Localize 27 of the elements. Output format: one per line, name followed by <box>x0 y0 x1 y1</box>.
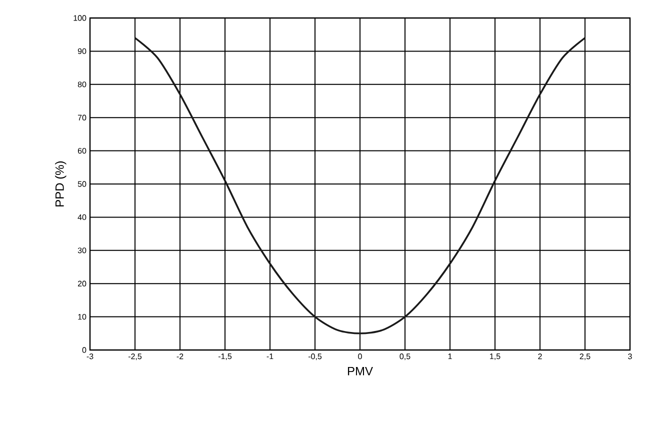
y-axis-title: PPD (%) <box>55 161 66 206</box>
x-tick-label: 2,5 <box>580 354 590 360</box>
x-tick-label: 0,5 <box>400 354 410 360</box>
x-tick-label: 3 <box>628 354 632 360</box>
y-tick-label: 40 <box>78 214 86 220</box>
x-tick-label: -3 <box>86 354 94 360</box>
x-tick-label: -1,5 <box>218 354 232 360</box>
y-tick-label: 80 <box>78 82 86 88</box>
x-tick-label: -1 <box>266 354 274 360</box>
x-tick-label: 0 <box>358 354 362 360</box>
x-tick-label: 1,5 <box>490 354 500 360</box>
y-tick-label: 30 <box>78 248 86 254</box>
x-tick-label: -2,5 <box>128 354 142 360</box>
y-tick-label: 70 <box>78 114 86 120</box>
x-tick-label: 2 <box>538 354 542 360</box>
y-tick-label: 20 <box>78 280 86 286</box>
y-tick-label: 0 <box>82 347 86 353</box>
y-tick-label: 10 <box>78 314 86 320</box>
y-tick-label: 100 <box>74 15 86 21</box>
line-series <box>134 37 586 334</box>
y-tick-label: 50 <box>78 181 86 187</box>
y-tick-label: 60 <box>78 148 86 154</box>
y-tick-label: 90 <box>78 48 86 54</box>
x-axis-title: PMV <box>348 367 373 376</box>
x-tick-label: 1 <box>448 354 452 360</box>
x-tick-label: -0,5 <box>308 354 322 360</box>
x-tick-label: -2 <box>176 354 184 360</box>
